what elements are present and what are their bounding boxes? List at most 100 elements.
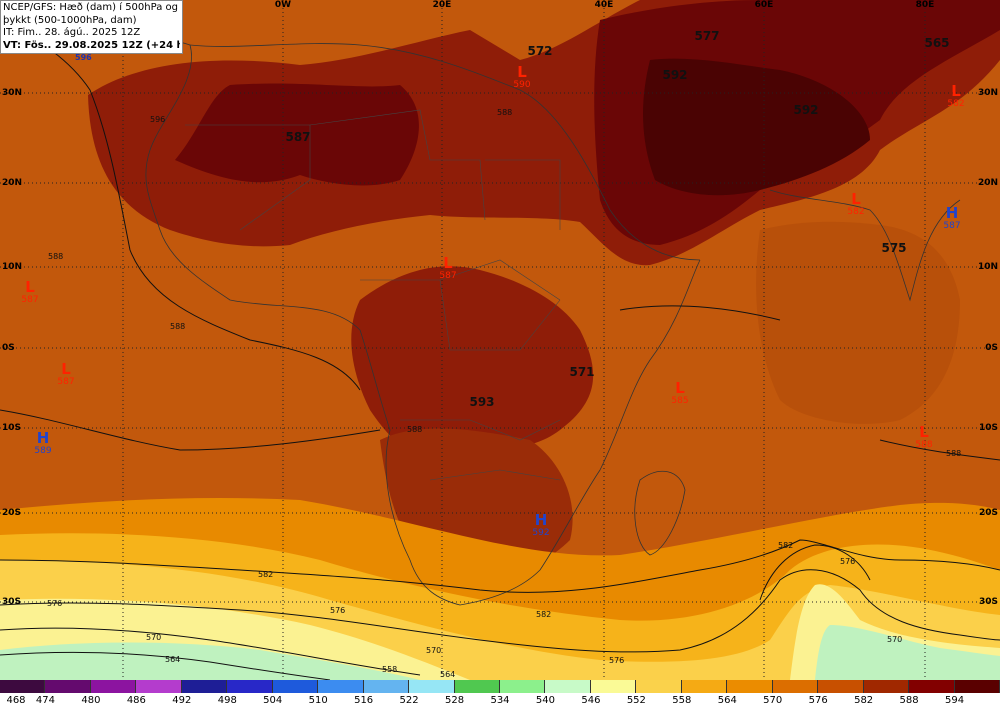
lat-label-left: 30S	[2, 597, 22, 607]
legend-swatch	[363, 680, 410, 693]
band-582-centre	[351, 266, 594, 462]
contour-label: 588	[407, 425, 423, 434]
legend-swatch	[545, 680, 591, 693]
contour-label: 582	[778, 541, 794, 550]
height-label: 592	[793, 103, 819, 117]
legend-swatch	[90, 680, 137, 693]
contour-label: 582	[536, 610, 552, 619]
lat-label-right: 20N	[977, 178, 998, 188]
legend-tick-label: 474	[35, 695, 55, 706]
contours	[0, 19, 1000, 680]
legend-swatch	[954, 680, 1000, 693]
low-symbol: L	[517, 63, 527, 81]
height-label: 577	[694, 29, 720, 43]
legend-swatch	[681, 680, 728, 693]
lat-label-left: 20S	[2, 508, 22, 518]
lon-label: 0W	[274, 0, 292, 10]
legend-tick-label: 516	[354, 695, 374, 706]
info-header: NCEP/GFS: Hæð (dam) í 500hPa og þykkt (5…	[0, 0, 183, 54]
legend-swatch	[863, 680, 910, 693]
contour-label: 570	[426, 646, 442, 655]
legend-swatch	[318, 680, 364, 693]
geopotential-map	[0, 0, 1000, 680]
lat-label-right: 30S	[978, 597, 998, 607]
contour-label: 588	[170, 322, 186, 331]
legend-tick-label: 486	[126, 695, 146, 706]
high-symbol: H	[36, 429, 50, 447]
low-value: 585	[671, 396, 689, 406]
color-legend: 468 474 480 486 492 498 504 510 516 522 528 534 540 5…	[0, 680, 1000, 709]
legend-swatch	[0, 680, 46, 693]
contour-label: 576	[840, 557, 856, 566]
low-value: 582	[847, 207, 865, 217]
contour-label: 588	[48, 252, 64, 261]
legend-swatch	[45, 680, 91, 693]
title-line-1: NCEP/GFS: Hæð (dam) í 500hPa og	[3, 2, 178, 13]
height-label: 571	[569, 365, 595, 379]
legend-tick-label: 534	[490, 695, 510, 706]
low-value: 587	[439, 271, 457, 281]
lat-label-left: 10S	[2, 423, 22, 433]
legend-tick-label: 492	[172, 695, 192, 706]
height-label: 587	[285, 130, 311, 144]
low-value: 582	[947, 99, 965, 109]
legend-tick-label: 552	[626, 695, 646, 706]
legend-tick-label: 498	[217, 695, 237, 706]
lat-label-left: 10N	[2, 262, 23, 272]
legend-tick-label: 480	[81, 695, 101, 706]
borders	[185, 109, 561, 481]
band-540-east	[815, 625, 1000, 680]
legend-tick-label: 510	[308, 695, 328, 706]
high-symbol: H	[945, 204, 959, 222]
high-pressure-marker: H 587	[943, 204, 961, 232]
low-pressure-marker: L 585	[671, 379, 689, 407]
low-symbol: L	[675, 379, 685, 397]
legend-tick-label: 522	[399, 695, 419, 706]
contour-label: 576	[609, 656, 625, 665]
legend-swatch	[272, 680, 319, 693]
contour-label: 564	[440, 670, 456, 679]
band-540	[0, 642, 420, 680]
height-label: 572	[527, 44, 553, 58]
low-pressure-marker: L 590	[513, 63, 531, 91]
contour-label: 570	[146, 633, 162, 642]
lat-label-right: 10S	[978, 423, 998, 433]
high-value: 587	[943, 221, 961, 231]
contour-label: 558	[382, 665, 398, 674]
band-576-india	[756, 221, 960, 424]
legend-swatch	[727, 680, 773, 693]
contour-label: 570	[887, 635, 903, 644]
low-pressure-marker: L 587	[57, 360, 74, 388]
low-value: 590	[513, 80, 531, 90]
high-symbol: H	[534, 511, 548, 529]
graticule	[0, 0, 1000, 680]
low-symbol: L	[25, 278, 35, 296]
contour-label: 588	[497, 108, 513, 117]
high-value: 592	[532, 528, 550, 538]
partial-high-value: 596	[75, 53, 92, 62]
contour-label: 588	[946, 449, 962, 458]
legend-tick-label: 588	[899, 695, 919, 706]
low-symbol: L	[61, 360, 71, 378]
legend-swatch	[181, 680, 228, 693]
height-label: 592	[662, 68, 688, 82]
legend-swatch	[772, 680, 819, 693]
legend-swatch	[636, 680, 682, 693]
height-label: 565	[924, 36, 950, 50]
lat-label-right: 20S	[978, 508, 998, 518]
legend-tick-label: 582	[854, 695, 874, 706]
lat-label-left: 20N	[2, 178, 23, 188]
low-symbol: L	[851, 190, 861, 208]
low-symbol: L	[919, 423, 929, 441]
lon-label: 80E	[915, 0, 935, 10]
lat-label-right: 0S	[985, 343, 998, 353]
high-pressure-marker: H 592	[532, 511, 550, 539]
lat-label-left: 30N	[2, 88, 23, 98]
title-line-2: þykkt (500-1000hPa, dam)	[3, 14, 137, 26]
low-pressure-marker: L 588	[915, 423, 932, 451]
init-time: IT: Fim.. 28. ágú.. 2025 12Z	[3, 27, 141, 38]
legend-tick-label: 528	[444, 695, 465, 706]
legend-tick-label: 540	[535, 695, 555, 706]
map-canvas	[0, 0, 1000, 680]
band-594-arabia	[643, 58, 870, 196]
